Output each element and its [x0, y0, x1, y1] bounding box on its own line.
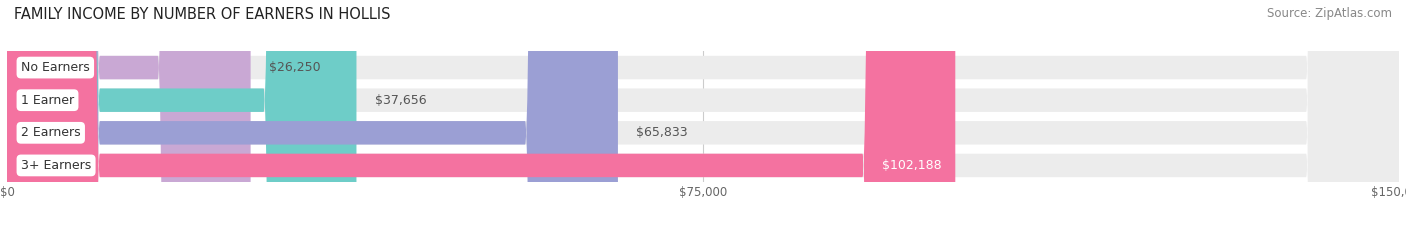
- Text: $65,833: $65,833: [637, 126, 688, 139]
- FancyBboxPatch shape: [7, 0, 357, 233]
- Text: 1 Earner: 1 Earner: [21, 94, 75, 107]
- FancyBboxPatch shape: [7, 0, 250, 233]
- Text: $26,250: $26,250: [269, 61, 321, 74]
- Text: 2 Earners: 2 Earners: [21, 126, 80, 139]
- Text: 3+ Earners: 3+ Earners: [21, 159, 91, 172]
- FancyBboxPatch shape: [7, 0, 1399, 233]
- Text: FAMILY INCOME BY NUMBER OF EARNERS IN HOLLIS: FAMILY INCOME BY NUMBER OF EARNERS IN HO…: [14, 7, 391, 22]
- FancyBboxPatch shape: [7, 0, 617, 233]
- Text: $37,656: $37,656: [375, 94, 426, 107]
- FancyBboxPatch shape: [7, 0, 1399, 233]
- Text: Source: ZipAtlas.com: Source: ZipAtlas.com: [1267, 7, 1392, 20]
- Text: $102,188: $102,188: [882, 159, 942, 172]
- FancyBboxPatch shape: [7, 0, 955, 233]
- FancyBboxPatch shape: [7, 0, 1399, 233]
- FancyBboxPatch shape: [7, 0, 1399, 233]
- Text: No Earners: No Earners: [21, 61, 90, 74]
